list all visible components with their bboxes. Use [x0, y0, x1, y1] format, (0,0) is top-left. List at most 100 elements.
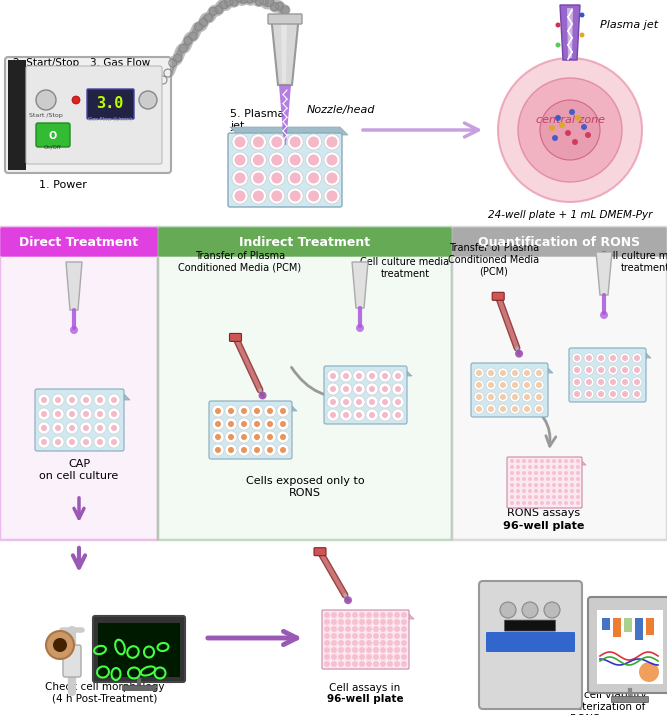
Circle shape — [476, 406, 482, 412]
Circle shape — [345, 661, 351, 667]
Polygon shape — [560, 5, 580, 60]
Circle shape — [80, 422, 92, 434]
Circle shape — [324, 612, 330, 618]
Circle shape — [215, 447, 221, 453]
Circle shape — [634, 355, 640, 361]
Circle shape — [264, 405, 276, 417]
Text: Indirect Treatment: Indirect Treatment — [239, 235, 371, 249]
Circle shape — [225, 405, 237, 417]
Circle shape — [366, 640, 372, 646]
Circle shape — [632, 377, 642, 387]
Circle shape — [241, 421, 247, 427]
Circle shape — [352, 654, 358, 660]
Circle shape — [559, 122, 565, 128]
Circle shape — [352, 633, 358, 639]
Text: 3. Gas Flow: 3. Gas Flow — [90, 58, 150, 68]
Circle shape — [620, 377, 630, 387]
Circle shape — [608, 377, 618, 387]
Circle shape — [536, 370, 542, 376]
Circle shape — [558, 489, 562, 493]
Circle shape — [331, 654, 337, 660]
Circle shape — [55, 397, 61, 403]
Circle shape — [241, 434, 247, 440]
Circle shape — [52, 394, 64, 406]
Circle shape — [94, 408, 106, 420]
Circle shape — [564, 489, 568, 493]
Circle shape — [238, 418, 250, 430]
Circle shape — [570, 489, 574, 493]
Circle shape — [401, 647, 407, 653]
Circle shape — [476, 394, 482, 400]
Circle shape — [253, 172, 264, 184]
Circle shape — [241, 447, 247, 453]
Circle shape — [382, 399, 388, 405]
Circle shape — [534, 477, 538, 481]
Circle shape — [338, 640, 344, 646]
Circle shape — [598, 355, 604, 361]
Text: Start /Stop: Start /Stop — [29, 112, 63, 117]
Text: RONS assays: RONS assays — [508, 508, 580, 518]
Circle shape — [392, 409, 404, 421]
Circle shape — [36, 90, 56, 110]
Circle shape — [352, 647, 358, 653]
Circle shape — [324, 661, 330, 667]
Circle shape — [516, 489, 520, 493]
Circle shape — [401, 640, 407, 646]
Circle shape — [225, 444, 237, 456]
Circle shape — [212, 405, 224, 417]
Circle shape — [549, 125, 555, 131]
Circle shape — [540, 501, 544, 505]
Circle shape — [516, 471, 520, 475]
Circle shape — [345, 640, 351, 646]
Circle shape — [353, 383, 365, 395]
Circle shape — [267, 434, 273, 440]
Circle shape — [534, 501, 538, 505]
Circle shape — [253, 137, 264, 147]
Circle shape — [596, 377, 606, 387]
Circle shape — [94, 436, 106, 448]
Circle shape — [380, 647, 386, 653]
Circle shape — [373, 654, 379, 660]
Circle shape — [330, 386, 336, 392]
Circle shape — [267, 447, 273, 453]
Circle shape — [238, 431, 250, 443]
Circle shape — [510, 489, 514, 493]
Circle shape — [251, 444, 263, 456]
Circle shape — [564, 495, 568, 499]
Circle shape — [269, 170, 285, 186]
Circle shape — [324, 152, 340, 168]
Circle shape — [512, 382, 518, 388]
Polygon shape — [271, 15, 299, 85]
Circle shape — [522, 495, 526, 499]
Circle shape — [41, 425, 47, 431]
Text: 96-well plate: 96-well plate — [504, 521, 585, 531]
Circle shape — [343, 373, 349, 379]
Circle shape — [345, 626, 351, 632]
Circle shape — [55, 411, 61, 417]
Circle shape — [215, 408, 221, 414]
Circle shape — [369, 373, 375, 379]
Circle shape — [510, 404, 520, 414]
Circle shape — [632, 353, 642, 363]
Circle shape — [528, 495, 532, 499]
Circle shape — [352, 626, 358, 632]
Circle shape — [331, 612, 337, 618]
Circle shape — [392, 383, 404, 395]
Circle shape — [308, 190, 319, 202]
Circle shape — [515, 350, 523, 358]
Circle shape — [500, 394, 506, 400]
Circle shape — [576, 459, 580, 463]
Circle shape — [345, 654, 351, 660]
Text: 2. Start/Stop: 2. Start/Stop — [13, 58, 79, 68]
FancyBboxPatch shape — [471, 363, 548, 417]
Circle shape — [534, 465, 538, 469]
Text: Cell culture media
treatment: Cell culture media treatment — [600, 251, 667, 273]
Circle shape — [366, 633, 372, 639]
Circle shape — [251, 431, 263, 443]
Circle shape — [343, 386, 349, 392]
Circle shape — [38, 436, 50, 448]
Circle shape — [139, 91, 157, 109]
Circle shape — [340, 370, 352, 382]
Bar — [602, 618, 610, 630]
Circle shape — [327, 409, 339, 421]
